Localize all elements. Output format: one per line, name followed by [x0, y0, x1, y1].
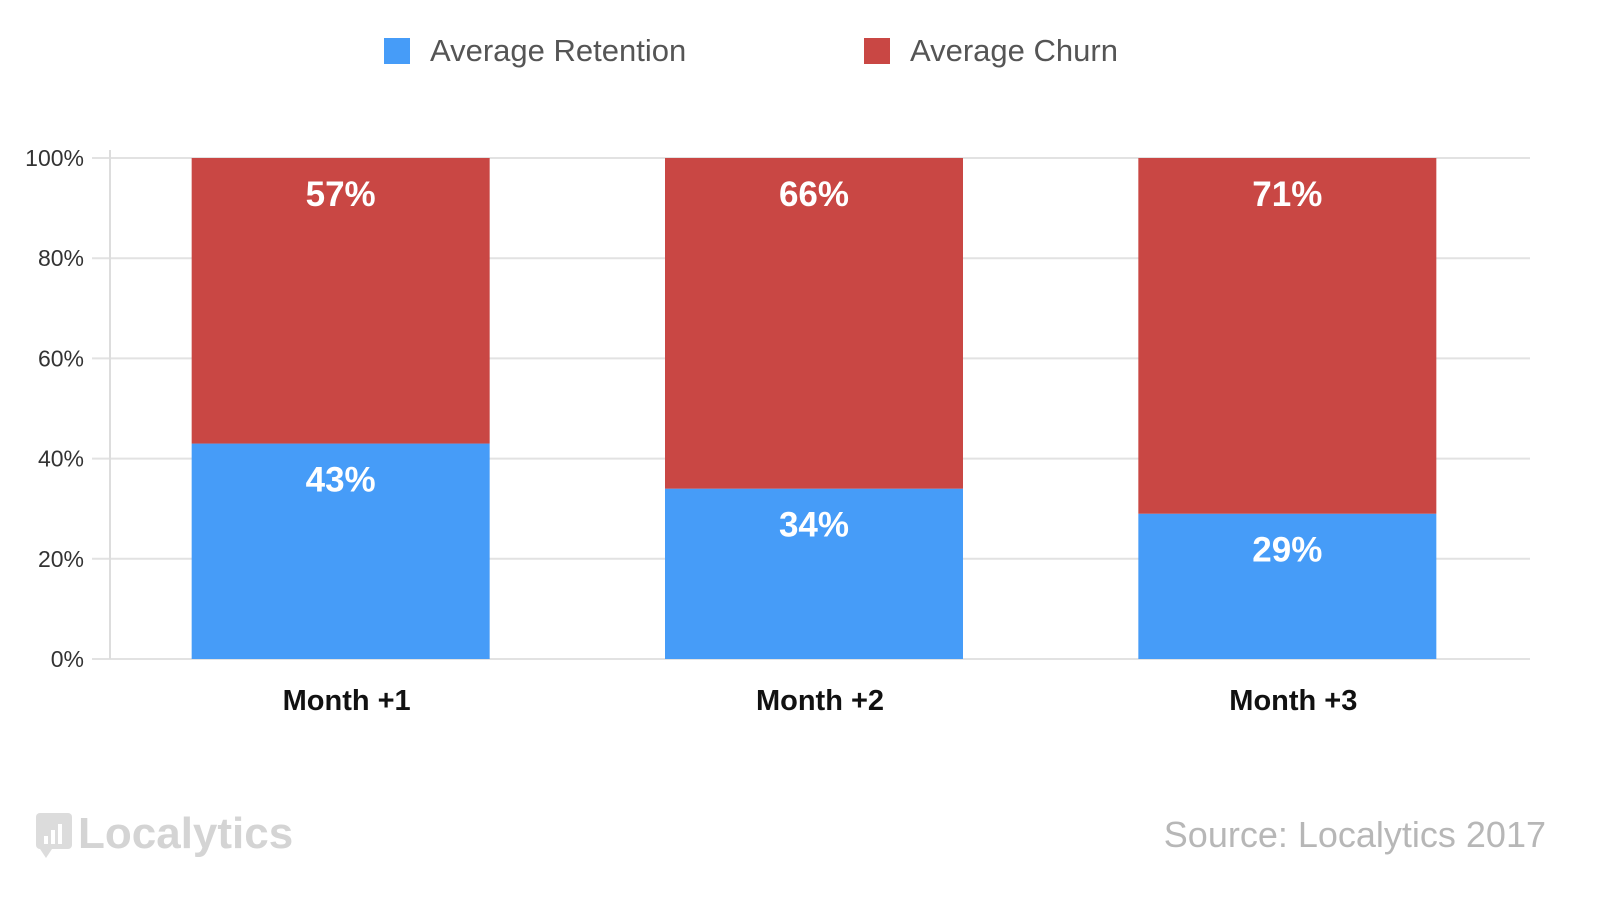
x-category-label-2: Month +2	[756, 685, 884, 717]
data-label-churn-3: 71%	[1252, 175, 1322, 214]
data-label-churn-1: 57%	[306, 175, 376, 214]
legend: Average Retention Average Churn	[384, 33, 1118, 68]
legend-label-2: Average Churn	[910, 33, 1118, 68]
x-category-label-3: Month +3	[1229, 685, 1357, 717]
y-tick-label: 60%	[38, 345, 84, 371]
data-label-churn-2: 66%	[779, 175, 849, 214]
bar-churn-2	[665, 158, 963, 489]
y-axis-ticks: 0% 20% 40% 60% 80% 100%	[25, 145, 84, 672]
x-axis-labels: Month +1 Month +2 Month +3	[283, 685, 1358, 717]
bar-retention-1	[191, 443, 490, 659]
y-tick-label: 40%	[38, 446, 84, 472]
y-tick-label: 20%	[38, 546, 84, 572]
data-label-retention-1: 43%	[306, 461, 376, 500]
bar-churn-1	[191, 158, 490, 444]
y-tick-label: 100%	[25, 145, 84, 171]
logo-text: Localytics	[78, 809, 293, 858]
bar-churn-3	[1138, 158, 1437, 514]
bars: 43% 57% 34% 66% 29% 71%	[191, 158, 1437, 659]
data-label-retention-2: 34%	[779, 506, 849, 545]
legend-swatch-1	[384, 38, 410, 64]
bar-chart-icon	[36, 813, 72, 858]
y-tick-label: 0%	[51, 646, 84, 672]
source-note: Source: Localytics 2017	[1164, 814, 1546, 855]
data-label-retention-3: 29%	[1252, 531, 1322, 570]
legend-label-1: Average Retention	[430, 33, 686, 68]
legend-swatch-2	[864, 38, 890, 64]
bar-retention-2	[665, 488, 963, 659]
y-tick-label: 80%	[38, 245, 84, 271]
x-category-label-1: Month +1	[283, 685, 411, 717]
bar-retention-3	[1138, 513, 1437, 659]
localytics-logo: Localytics	[36, 809, 293, 858]
